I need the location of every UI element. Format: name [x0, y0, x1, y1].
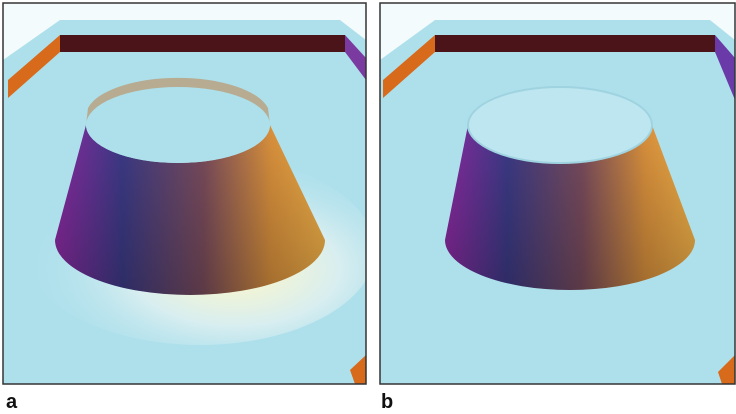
panel-label: a: [6, 391, 18, 413]
panel-label: b: [381, 391, 393, 413]
panel-b-image: [380, 3, 735, 384]
panel-a-frame: [2, 2, 367, 385]
panel-b-frame: [379, 2, 736, 385]
panel-a-image: [3, 3, 366, 384]
